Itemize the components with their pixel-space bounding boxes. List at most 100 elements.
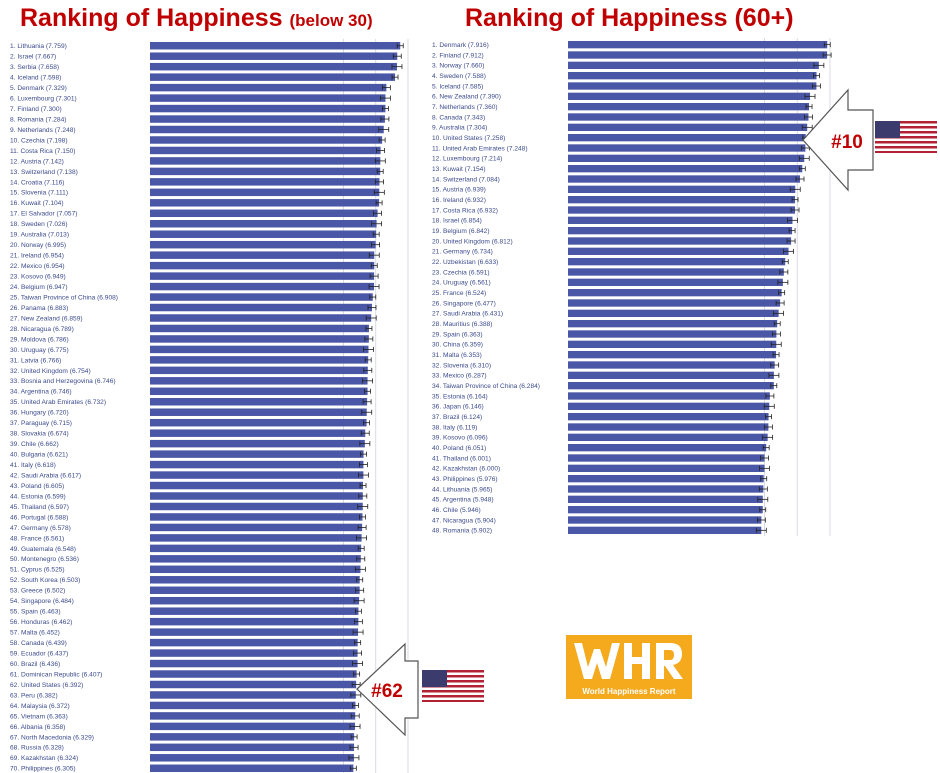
bar bbox=[150, 596, 360, 605]
error-bar bbox=[365, 325, 373, 331]
category-label: 7. Finland (7.300) bbox=[10, 106, 62, 113]
category-label: 2. Finland (7.912) bbox=[432, 52, 484, 59]
bar bbox=[568, 258, 786, 266]
error-bar bbox=[376, 147, 385, 153]
bar bbox=[568, 454, 765, 462]
category-label: 10. Czechia (7.198) bbox=[10, 137, 68, 144]
category-label: 54. Singapore (6.484) bbox=[10, 598, 74, 605]
category-label: 11. United Arab Emirates (7.248) bbox=[432, 145, 528, 152]
right-chart-title: Ranking of Happiness (60+) bbox=[465, 4, 794, 32]
bar bbox=[150, 293, 373, 301]
bar bbox=[150, 94, 386, 102]
bar bbox=[568, 495, 763, 503]
error-bar bbox=[354, 640, 362, 646]
bar bbox=[150, 722, 356, 731]
bar bbox=[150, 670, 357, 678]
category-label: 24. Uruguay (6.561) bbox=[432, 280, 491, 287]
error-bar bbox=[350, 713, 360, 719]
bar bbox=[150, 209, 378, 218]
category-label: 5. Denmark (7.329) bbox=[10, 85, 67, 92]
category-label: 52. South Korea (6.503) bbox=[10, 577, 80, 584]
error-bar bbox=[378, 127, 390, 133]
bar bbox=[150, 523, 363, 532]
error-bar bbox=[353, 619, 363, 625]
category-label: 12. Luxembourg (7.214) bbox=[432, 156, 502, 163]
category-label: 64. Malaysia (6.372) bbox=[10, 703, 70, 710]
bar bbox=[150, 481, 364, 490]
category-label: 48. France (6.561) bbox=[10, 535, 64, 542]
bar bbox=[150, 345, 369, 354]
category-label: 56. Honduras (6.462) bbox=[10, 619, 72, 626]
error-bar bbox=[363, 346, 374, 352]
category-label: 16. Ireland (6.932) bbox=[432, 197, 486, 204]
category-label: 4. Iceland (7.598) bbox=[10, 75, 61, 82]
bar bbox=[150, 471, 364, 479]
category-label: 13. Kuwait (7.154) bbox=[432, 166, 486, 173]
bar bbox=[568, 444, 767, 452]
bar bbox=[150, 62, 397, 71]
error-bar bbox=[369, 294, 377, 300]
error-bar bbox=[763, 403, 775, 409]
bar bbox=[150, 377, 368, 385]
right-callout-arrow bbox=[802, 88, 874, 192]
category-label: 34. Argentina (6.746) bbox=[10, 389, 72, 396]
category-label: 43. Poland (6.605) bbox=[10, 483, 64, 490]
bar bbox=[568, 134, 806, 142]
category-label: 51. Cyprus (6.525) bbox=[10, 567, 65, 574]
category-label: 30. China (6.359) bbox=[432, 342, 483, 349]
category-label: 25. France (6.524) bbox=[432, 290, 486, 297]
category-label: 57. Malta (6.452) bbox=[10, 630, 60, 637]
category-label: 14. Switzerland (7.084) bbox=[432, 176, 500, 183]
bar bbox=[568, 485, 764, 493]
bar bbox=[150, 83, 387, 92]
bar bbox=[150, 544, 362, 553]
bar bbox=[150, 659, 358, 668]
category-label: 9. Australia (7.304) bbox=[432, 125, 487, 132]
bar bbox=[568, 123, 808, 131]
left-callout-arrow bbox=[356, 642, 419, 737]
category-label: 45. Thailand (6.597) bbox=[10, 504, 69, 511]
bar bbox=[150, 167, 381, 176]
bar bbox=[150, 754, 354, 762]
bar bbox=[568, 340, 777, 348]
error-bar bbox=[359, 441, 371, 447]
category-label: 47. Nicaragua (5.904) bbox=[432, 517, 496, 524]
category-label: 25. Taiwan Province of China (6.908) bbox=[10, 294, 118, 301]
bar bbox=[568, 113, 809, 121]
error-bar bbox=[813, 62, 825, 68]
error-bar bbox=[765, 393, 775, 399]
bar bbox=[150, 701, 356, 710]
error-bar bbox=[364, 388, 371, 394]
left-callout: #62 bbox=[356, 642, 484, 737]
error-bar bbox=[356, 535, 367, 541]
bar bbox=[150, 188, 380, 197]
error-bar bbox=[375, 200, 383, 206]
category-label: 19. Belgium (6.842) bbox=[432, 228, 490, 235]
error-bar bbox=[773, 321, 781, 327]
error-bar bbox=[371, 221, 382, 227]
bar bbox=[150, 251, 375, 259]
error-bar bbox=[375, 179, 384, 185]
bar bbox=[568, 392, 770, 400]
right-callout-text: #10 bbox=[831, 132, 863, 153]
bar bbox=[568, 61, 819, 69]
error-bar bbox=[804, 114, 813, 120]
bar bbox=[568, 382, 774, 390]
bar bbox=[568, 227, 793, 235]
category-label: 61. Dominican Republic (6.407) bbox=[10, 671, 102, 678]
bar bbox=[150, 576, 360, 584]
error-bar bbox=[355, 566, 366, 572]
error-bar bbox=[364, 357, 372, 363]
error-bar bbox=[391, 74, 399, 80]
bar bbox=[568, 330, 777, 338]
error-bar bbox=[349, 765, 357, 771]
error-bar bbox=[372, 231, 380, 237]
whr-logo-mark bbox=[574, 643, 683, 679]
category-label: 41. Italy (6.618) bbox=[10, 462, 56, 469]
error-bar bbox=[374, 158, 386, 164]
bar bbox=[568, 247, 789, 255]
error-bar bbox=[760, 476, 768, 482]
bar bbox=[150, 513, 363, 521]
category-label: 67. North Macedonia (6.329) bbox=[10, 734, 94, 741]
right-bar-chart: 1. Denmark (7.916) 2. Finland (7.912) 3. N… bbox=[432, 38, 832, 536]
